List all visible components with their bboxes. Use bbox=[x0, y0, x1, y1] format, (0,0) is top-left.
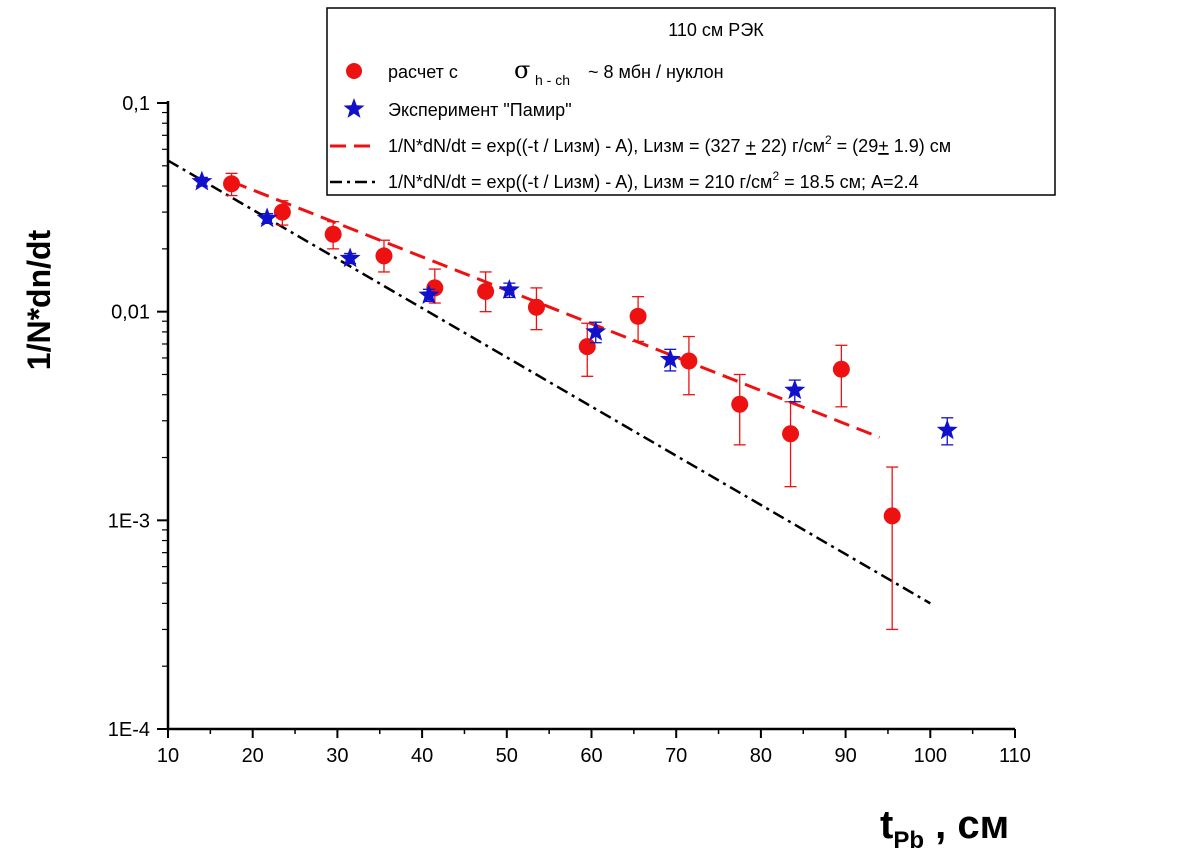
legend-fit1-pm1: + bbox=[746, 136, 757, 156]
legend-fit1-pm2: + bbox=[878, 136, 889, 156]
legend-fit2-label: 1/N*dN/dt = exp((-t / Lизм) - A), Lизм =… bbox=[388, 169, 919, 192]
y-tick-label: 1E-3 bbox=[108, 510, 150, 532]
x-tick-label: 90 bbox=[834, 745, 856, 767]
exp-point bbox=[659, 348, 681, 369]
x-tick-label: 40 bbox=[411, 745, 433, 767]
legend-fit2-sup: 2 bbox=[772, 169, 779, 183]
legend-sigma: σ bbox=[514, 56, 530, 84]
exp-point bbox=[784, 379, 806, 400]
calc-point bbox=[273, 203, 291, 221]
legend-exp-label: Эксперимент "Памир" bbox=[388, 100, 572, 120]
exp-point bbox=[256, 207, 278, 228]
exp-point bbox=[585, 320, 607, 341]
x-tick-label: 110 bbox=[999, 745, 1031, 767]
x-tick-label: 100 bbox=[914, 745, 947, 767]
exp-point bbox=[498, 279, 520, 299]
plot-area: 10 20 30 40 50 60 70 80 90 100 110 0,1 0,01 1E-3 1E-4 bbox=[108, 93, 1031, 767]
x-axis-title-sub: Pb bbox=[893, 827, 924, 849]
exp-point bbox=[191, 170, 213, 191]
legend: 110 см РЭК расчет с σ h - ch ~ 8 мбн / н… bbox=[326, 7, 1056, 196]
x-tick-label: 70 bbox=[665, 745, 687, 767]
calc-point bbox=[629, 307, 647, 325]
calc-point bbox=[832, 360, 850, 378]
legend-sigma-sub: h - ch bbox=[535, 72, 570, 88]
legend-fit1-sup: 2 bbox=[825, 133, 832, 147]
fit-line-2 bbox=[167, 159, 931, 605]
y-tick-label: 0,01 bbox=[111, 302, 150, 324]
calc-point bbox=[477, 282, 495, 300]
exp-point bbox=[418, 284, 440, 305]
calc-point bbox=[324, 225, 342, 243]
calc-point bbox=[782, 425, 800, 443]
x-tick-label: 80 bbox=[750, 745, 772, 767]
y-tick-label: 0,1 bbox=[122, 93, 150, 115]
x-axis-title: tPb , см bbox=[880, 803, 1009, 849]
calc-point bbox=[527, 298, 545, 316]
legend-title: 110 см РЭК bbox=[668, 20, 764, 40]
calc-point bbox=[375, 247, 393, 265]
x-tick-label: 30 bbox=[326, 745, 348, 767]
legend-circle-marker bbox=[346, 63, 362, 79]
y-tick-label: 1E-4 bbox=[108, 719, 150, 741]
x-tick-label: 50 bbox=[496, 745, 518, 767]
legend-box bbox=[326, 7, 1056, 196]
legend-calc-label: расчет с σ h - ch ~ 8 мбн / нуклон bbox=[388, 56, 724, 89]
calc-point bbox=[680, 352, 698, 370]
calc-point bbox=[578, 338, 596, 356]
calc-point bbox=[883, 507, 901, 525]
legend-calc-suffix: ~ 8 мбн / нуклон bbox=[588, 62, 724, 82]
exp-point bbox=[936, 419, 958, 440]
calc-point bbox=[223, 175, 241, 193]
x-tick-label: 10 bbox=[157, 745, 179, 767]
fit-line-1 bbox=[230, 180, 881, 439]
calc-point bbox=[731, 395, 749, 413]
x-tick-label: 60 bbox=[580, 745, 602, 767]
x-tick-label: 20 bbox=[242, 745, 264, 767]
exp-point bbox=[339, 247, 361, 268]
y-axis-title: 1/N*dn/dt bbox=[21, 229, 57, 370]
legend-star-marker bbox=[343, 98, 365, 118]
legend-fit1-label: 1/N*dN/dt = exp((-t / Lизм) - A), Lизм =… bbox=[388, 133, 951, 156]
